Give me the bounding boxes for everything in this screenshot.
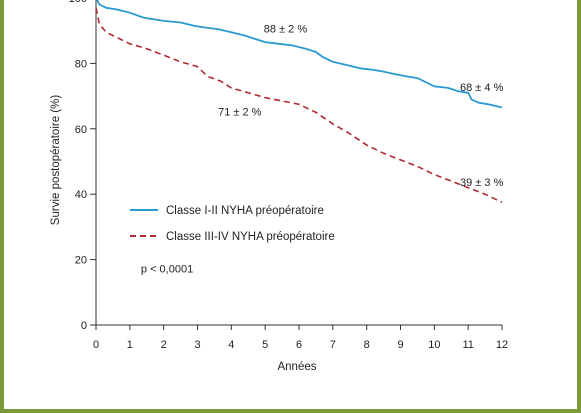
x-tick-label: 6 xyxy=(296,339,302,351)
axes: 0123456789101112020406080100 xyxy=(69,0,508,351)
x-tick-label: 8 xyxy=(364,339,370,351)
chart-annotation: p < 0,0001 xyxy=(141,264,193,276)
chart-annotation: 39 ± 3 % xyxy=(460,177,504,189)
x-tick-label: 1 xyxy=(127,339,133,351)
y-tick-label: 40 xyxy=(75,189,87,201)
x-tick-label: 7 xyxy=(330,339,336,351)
chart-annotation: 71 ± 2 % xyxy=(218,107,262,119)
legend: Classe I-II NYHA préopératoire Classe II… xyxy=(130,205,335,243)
x-tick-label: 10 xyxy=(428,339,440,351)
legend-label-class-1-2: Classe I-II NYHA préopératoire xyxy=(166,205,324,217)
y-axis-title: Survie postopératoire (%) xyxy=(50,95,62,226)
legend-label-class-3-4: Classe III-IV NYHA préopératoire xyxy=(166,231,335,243)
y-tick-label: 80 xyxy=(75,58,87,70)
annotations: 88 ± 2 % 71 ± 2 % 68 ± 4 % 39 ± 3 % p < 0,00… xyxy=(141,23,504,275)
x-tick-label: 2 xyxy=(161,339,167,351)
x-tick-label: 4 xyxy=(228,339,234,351)
series-line-class-3-4 xyxy=(95,7,503,204)
x-tick-label: 3 xyxy=(194,339,200,351)
x-tick-label: 12 xyxy=(496,339,508,351)
y-tick-label: 20 xyxy=(75,255,87,267)
series-layer xyxy=(95,0,503,204)
y-tick-label: 60 xyxy=(75,124,87,136)
series-line-class-1-2 xyxy=(96,0,503,109)
chart-annotation: 68 ± 4 % xyxy=(460,82,504,94)
x-axis-title: Années xyxy=(277,361,316,373)
x-tick-label: 5 xyxy=(262,339,268,351)
x-tick-label: 11 xyxy=(462,339,473,351)
x-tick-label: 9 xyxy=(397,339,403,351)
y-tick-label: 0 xyxy=(81,320,87,332)
y-tick-label: 100 xyxy=(69,0,87,5)
chart-annotation: 88 ± 2 % xyxy=(264,23,308,35)
x-tick-label: 0 xyxy=(93,339,99,351)
